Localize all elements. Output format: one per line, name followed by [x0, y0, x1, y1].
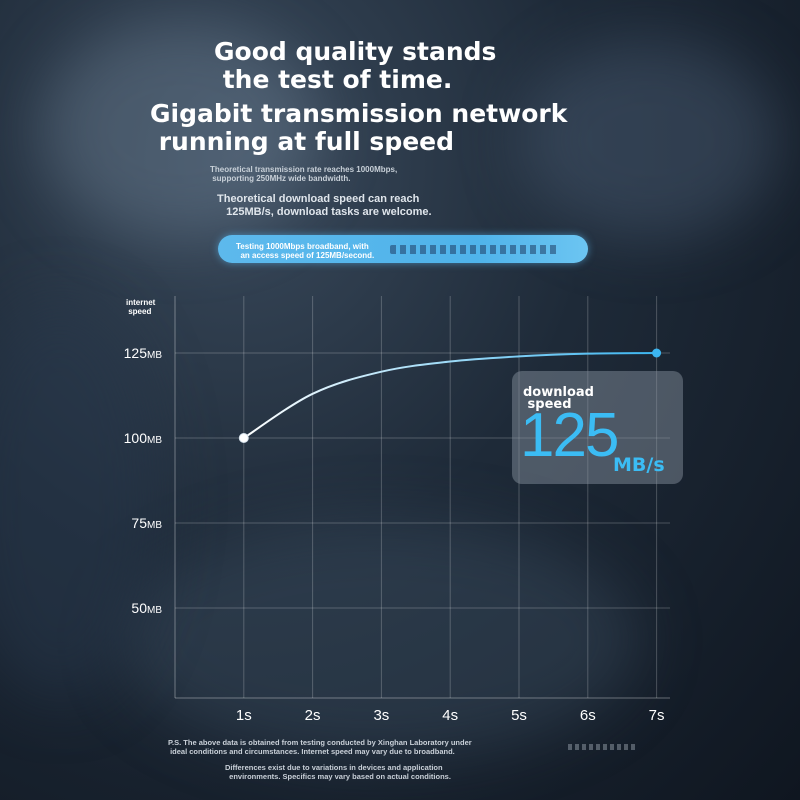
x-tick-label: 7s: [649, 707, 665, 724]
footnote-test-conditions: P.S. The above data is obtained from tes…: [168, 738, 472, 756]
series-line: [243, 352, 657, 439]
x-tick-label: 4s: [442, 707, 458, 724]
headline-quality: Good quality stands the test of time.: [214, 37, 497, 94]
series-endpoints: [238, 348, 662, 443]
x-axis-ticks: 1s 2s 3s 4s 5s 6s 7s: [236, 707, 665, 724]
y-axis-ticks: 125MB 100MB 75MB 50MB: [124, 345, 163, 616]
x-tick-label: 1s: [236, 707, 252, 724]
banner-decoration: [390, 245, 560, 254]
y-tick-label: 100MB: [124, 430, 163, 446]
headline-gigabit: Gigabit transmission network running at …: [150, 99, 568, 156]
subtitle-transmission-rate: Theoretical transmission rate reaches 10…: [210, 165, 398, 184]
y-axis-label: internet speed: [126, 298, 156, 316]
speed-test-banner: Testing 1000Mbps broadband, with an acce…: [218, 235, 588, 263]
download-speed-label: download speed: [523, 385, 594, 413]
subtitle-download-speed: Theoretical download speed can reach 125…: [217, 193, 432, 218]
chart-grid: [174, 296, 670, 699]
download-speed-unit: MB/s: [613, 454, 665, 476]
footnote-decoration: [568, 744, 638, 750]
x-tick-label: 3s: [373, 707, 389, 724]
x-tick-label: 2s: [305, 707, 321, 724]
speed-test-banner-text: Testing 1000Mbps broadband, with an acce…: [236, 242, 375, 260]
y-tick-label: 75MB: [131, 515, 162, 531]
y-tick-label: 50MB: [131, 600, 162, 616]
footnote-variation: Differences exist due to variations in d…: [225, 763, 451, 781]
start-point: [238, 433, 249, 443]
download-speed-card: download speed 125 MB/s: [512, 371, 683, 484]
x-tick-label: 6s: [580, 707, 596, 724]
end-point: [652, 348, 662, 358]
x-tick-label: 5s: [511, 707, 527, 724]
y-tick-label: 125MB: [124, 345, 163, 361]
download-speed-value: 125: [520, 401, 619, 470]
